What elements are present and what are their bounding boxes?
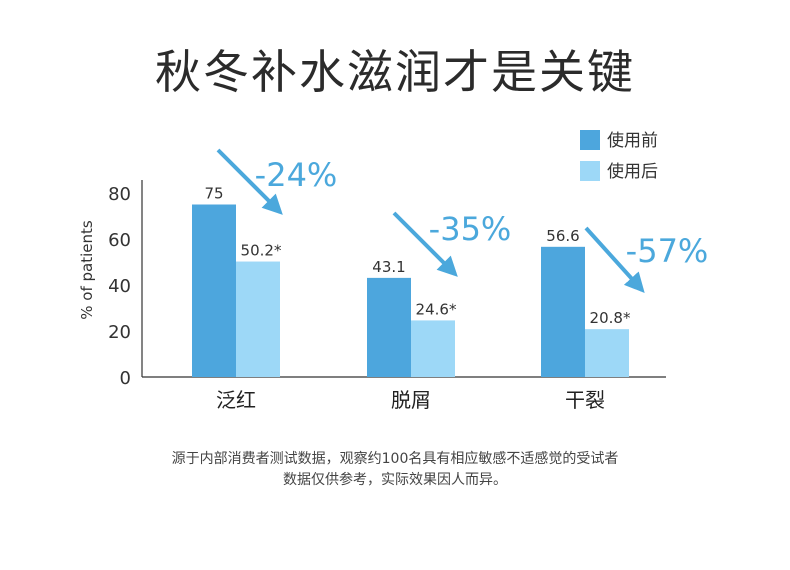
bar-before — [367, 277, 411, 377]
legend-label: 使用后 — [607, 161, 658, 182]
reduction-arrow — [584, 226, 645, 293]
bar-after — [585, 329, 629, 377]
y-tick-label: 60 — [108, 230, 131, 251]
bar-value-label: 75 — [204, 185, 223, 203]
y-tick-label: 0 — [120, 368, 131, 389]
x-tick-label: 泛红 — [216, 388, 256, 412]
bar-chart: 0 20 40 60 80 % of patients 75 50.2* 泛红 43.1 24.6… — [78, 130, 709, 412]
bar-value-label: 24.6* — [416, 300, 457, 318]
bar-value-label: 56.6 — [546, 227, 579, 245]
y-tick-label: 40 — [108, 276, 131, 297]
x-tick-label: 脱屑 — [391, 388, 431, 412]
chart-title: 秋冬补水滋润才是关键 — [155, 45, 635, 99]
y-axis-label: % of patients — [78, 220, 96, 320]
bar-value-label: 20.8* — [590, 309, 631, 327]
legend-label: 使用前 — [607, 130, 658, 151]
y-tick-label: 20 — [108, 322, 131, 343]
reduction-percent-label: -35% — [429, 210, 512, 248]
legend-swatch — [580, 130, 600, 150]
bar-value-label: 43.1 — [372, 258, 405, 276]
reduction-arrow — [392, 211, 458, 277]
bar-after — [236, 261, 280, 377]
bar-before — [192, 204, 236, 377]
reduction-percent-label: -57% — [626, 232, 709, 270]
reduction-percent-label: -24% — [255, 156, 338, 194]
x-tick-label: 干裂 — [565, 388, 605, 412]
legend-swatch — [580, 161, 600, 181]
y-tick-label: 80 — [108, 184, 131, 205]
footnote: 源于内部消费者测试数据，观察约100名具有相应敏感不适感觉的受试者 数据仅供参考… — [0, 449, 790, 491]
bar-after — [411, 320, 455, 377]
bar-before — [541, 246, 585, 377]
reduction-arrow — [216, 148, 283, 215]
footnote-line-2: 数据仅供参考，实际效果因人而异。 — [283, 472, 507, 488]
bar-value-label: 50.2* — [241, 242, 282, 260]
footnote-line-1: 源于内部消费者测试数据，观察约100名具有相应敏感不适感觉的受试者 — [171, 451, 619, 467]
